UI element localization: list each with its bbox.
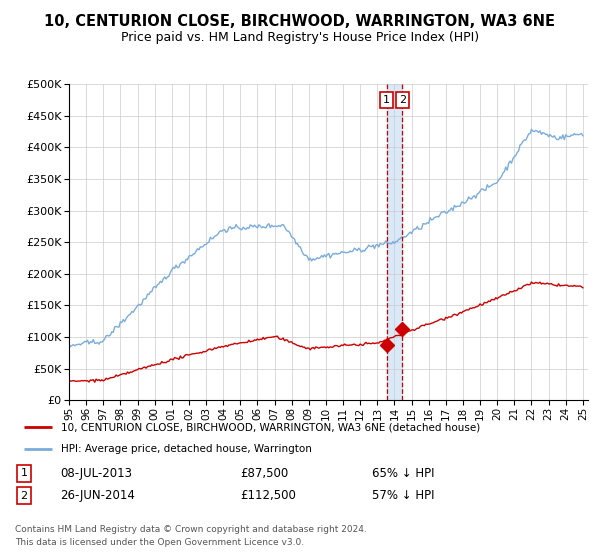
Text: 1: 1 — [20, 468, 28, 478]
Text: HPI: Average price, detached house, Warrington: HPI: Average price, detached house, Warr… — [61, 444, 312, 454]
Bar — [386, 84, 402, 400]
Text: 65% ↓ HPI: 65% ↓ HPI — [372, 466, 434, 480]
Text: 2: 2 — [20, 491, 28, 501]
Text: Contains HM Land Registry data © Crown copyright and database right 2024.
This d: Contains HM Land Registry data © Crown c… — [15, 525, 367, 547]
Text: 57% ↓ HPI: 57% ↓ HPI — [372, 489, 434, 502]
Text: 2: 2 — [399, 95, 406, 105]
Text: 1: 1 — [383, 95, 390, 105]
Text: £112,500: £112,500 — [240, 489, 296, 502]
Text: 10, CENTURION CLOSE, BIRCHWOOD, WARRINGTON, WA3 6NE: 10, CENTURION CLOSE, BIRCHWOOD, WARRINGT… — [44, 14, 556, 29]
Text: £87,500: £87,500 — [240, 466, 288, 480]
Text: 08-JUL-2013: 08-JUL-2013 — [60, 466, 132, 480]
Text: Price paid vs. HM Land Registry's House Price Index (HPI): Price paid vs. HM Land Registry's House … — [121, 31, 479, 44]
Text: 26-JUN-2014: 26-JUN-2014 — [60, 489, 135, 502]
Text: 10, CENTURION CLOSE, BIRCHWOOD, WARRINGTON, WA3 6NE (detached house): 10, CENTURION CLOSE, BIRCHWOOD, WARRINGT… — [61, 422, 480, 432]
